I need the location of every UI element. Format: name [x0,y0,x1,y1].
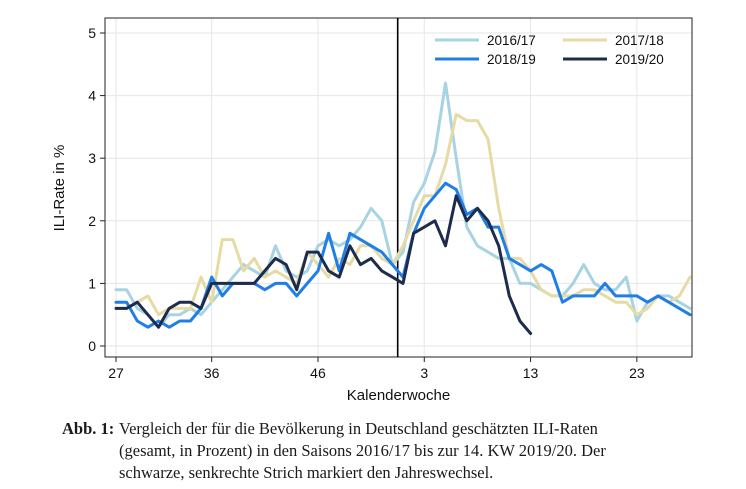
legend-label: 2016/17 [487,33,536,48]
x-tick-label: 13 [523,365,539,381]
plot-frame [104,17,693,358]
caption-line-2: (gesamt, in Prozent) in den Saisons 2016… [119,441,606,460]
x-axis-label: Kalenderwoche [347,387,450,404]
series-lines [114,81,692,335]
legend-label: 2018/19 [487,52,536,67]
caption-label: Abb. 1: [62,419,115,438]
y-tick-label: 1 [88,275,96,291]
series-line-2017-18 [114,112,692,317]
legend: 2016/17 2017/18 2018/19 2019/20 [435,33,664,67]
y-tick-label: 5 [88,25,96,41]
legend-label: 2019/20 [615,52,664,67]
y-axis-label: ILI-Rate in % [51,145,68,232]
x-tick-label: 27 [108,365,124,381]
x-tick-label: 46 [310,365,326,381]
x-tick-label: 23 [629,365,645,381]
y-tick-label: 3 [88,150,96,166]
x-tick-label: 36 [204,365,220,381]
y-tick-label: 0 [88,338,96,354]
figure-caption: Abb. 1: Vergleich der für die Bevölkerun… [62,418,702,484]
series-line-2019-20 [114,194,533,335]
caption-line-3: schwarze, senkrechte Strich markiert den… [119,463,494,482]
chart-background [0,0,746,410]
y-tick-label: 4 [88,88,96,104]
grid-lines [105,18,692,357]
legend-label: 2017/18 [615,33,664,48]
y-tick-label: 2 [88,213,96,229]
x-tick-label: 3 [420,365,428,381]
caption-line-1: Vergleich der für die Bevölkerung in Deu… [119,419,598,438]
